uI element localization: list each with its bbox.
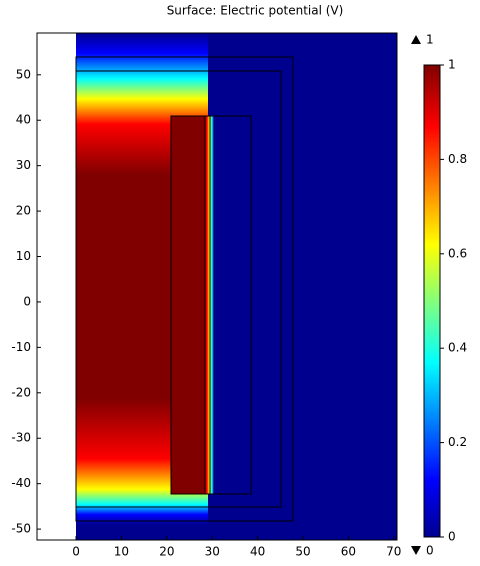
y-tick-label: 30 xyxy=(16,158,31,172)
x-tick-label: 30 xyxy=(205,545,220,559)
x-tick-label: 50 xyxy=(295,545,310,559)
colorbar-tick-label: 0.8 xyxy=(448,152,467,166)
colorbar-tick-label: 0 xyxy=(448,530,456,544)
y-tick-label: 50 xyxy=(16,67,31,81)
max-marker xyxy=(411,35,421,44)
y-tick-label: 20 xyxy=(16,204,31,218)
min-marker xyxy=(411,546,421,555)
y-tick-label: 10 xyxy=(16,249,31,263)
y-tick-label: -10 xyxy=(11,340,31,354)
x-tick-label: 70 xyxy=(386,545,401,559)
colorbar-tick-label: 0.2 xyxy=(448,435,467,449)
x-tick-label: 60 xyxy=(341,545,356,559)
colorbar-tick-label: 1 xyxy=(448,58,456,72)
y-tick-label: -20 xyxy=(11,385,31,399)
x-tick-label: 0 xyxy=(72,545,80,559)
y-tick-label: -30 xyxy=(11,431,31,445)
x-tick-label: 40 xyxy=(250,545,265,559)
x-tick-label: 20 xyxy=(159,545,174,559)
y-tick-label: -50 xyxy=(11,522,31,536)
geometry xyxy=(75,56,294,522)
y-tick-label: 0 xyxy=(23,294,31,308)
min-label: 0 xyxy=(426,544,434,558)
plot-frame xyxy=(36,32,398,541)
max-label: 1 xyxy=(426,33,434,47)
y-tick-label: 40 xyxy=(16,113,31,127)
colorbar-tick-label: 0.6 xyxy=(448,246,467,260)
chart-title: Surface: Electric potential (V) xyxy=(167,4,344,18)
electrode-region xyxy=(171,116,207,494)
colorbar-tick-label: 0.4 xyxy=(448,341,467,355)
y-tick-label: -40 xyxy=(11,476,31,490)
x-tick-label: 10 xyxy=(114,545,129,559)
field xyxy=(36,32,398,541)
colorbar xyxy=(423,64,441,538)
